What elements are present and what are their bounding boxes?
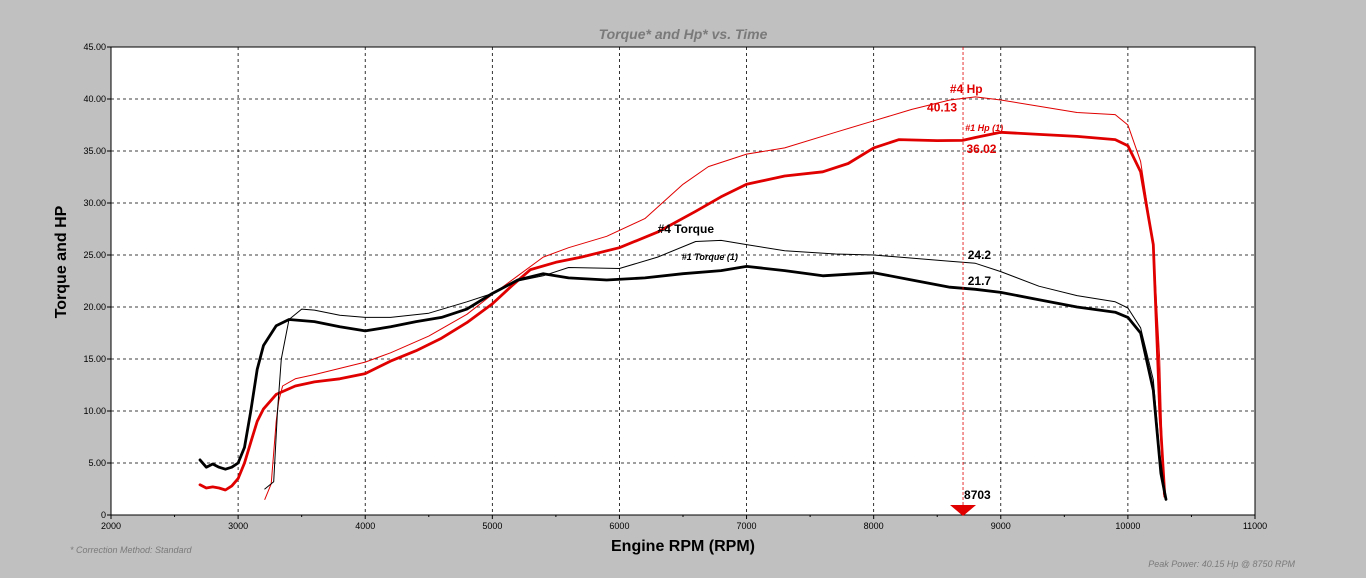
correction-method-note: * Correction Method: Standard	[70, 545, 193, 555]
x-tick-label: 3000	[228, 521, 248, 531]
series-line-1	[264, 96, 1164, 500]
cursor-rpm-label: 8703	[964, 488, 991, 502]
x-tick-labels: 2000 3000 4000 5000 6000 7000 8000 9000 10000 110…	[101, 521, 1267, 531]
y-tick-label: 5.00	[88, 458, 106, 468]
x-tick-label: 8000	[864, 521, 884, 531]
x-tick-label: 9000	[991, 521, 1011, 531]
series-annotation: #1 Hp (1)	[965, 123, 1003, 133]
y-tick-label: 35.00	[83, 146, 106, 156]
chart-title: Torque* and Hp* vs. Time	[599, 26, 768, 42]
y-tick-label: 40.00	[83, 94, 106, 104]
y-tick-labels: 0 5.00 10.00 15.00 20.00 25.00 30.00 35.00 40.00…	[83, 42, 106, 520]
series-lines	[198, 96, 1168, 501]
series-annotation: #4 Torque	[658, 222, 715, 236]
x-tick-label: 7000	[737, 521, 757, 531]
x-tick-label: 5000	[482, 521, 502, 531]
series-line-4	[198, 265, 1168, 501]
series-annotation: 21.7	[968, 274, 992, 288]
x-tick-label: 10000	[1115, 521, 1140, 531]
gridlines	[107, 46, 1256, 519]
x-tick-label: 4000	[355, 521, 375, 531]
x-axis-label: Engine RPM (RPM)	[611, 538, 755, 555]
series-annotation: #1 Torque (1)	[682, 252, 738, 262]
rpm-cursor[interactable]: 8703	[950, 47, 991, 516]
series-annotation: 40.13	[927, 100, 957, 114]
x-tick-label: 2000	[101, 521, 121, 531]
series-line-3	[264, 239, 1167, 500]
cursor-marker-icon[interactable]	[950, 505, 977, 516]
y-tick-label: 30.00	[83, 198, 106, 208]
y-tick-label: 10.00	[83, 406, 106, 416]
x-tick-label: 11000	[1243, 521, 1267, 531]
peak-power-note: Peak Power: 40.15 Hp @ 8750 RPM	[1148, 559, 1295, 569]
series-line-2	[198, 130, 1167, 498]
x-tick-label: 6000	[609, 521, 629, 531]
y-tick-label: 45.00	[83, 42, 106, 52]
series-annotation: #4 Hp	[950, 82, 983, 96]
y-tick-label: 25.00	[83, 250, 106, 260]
plot-area	[110, 46, 1256, 516]
series-annotation: 24.2	[968, 248, 992, 262]
series-annotation: 36.02	[966, 142, 996, 156]
y-tick-label: 20.00	[83, 302, 106, 312]
y-tick-label: 15.00	[83, 354, 106, 364]
y-axis-label: Torque and HP	[53, 205, 70, 318]
y-tick-label: 0	[101, 510, 106, 520]
annotations: #4 Hp 40.13 #1 Hp (1) 36.02 #4 Torque #1 Torq…	[658, 82, 1004, 288]
